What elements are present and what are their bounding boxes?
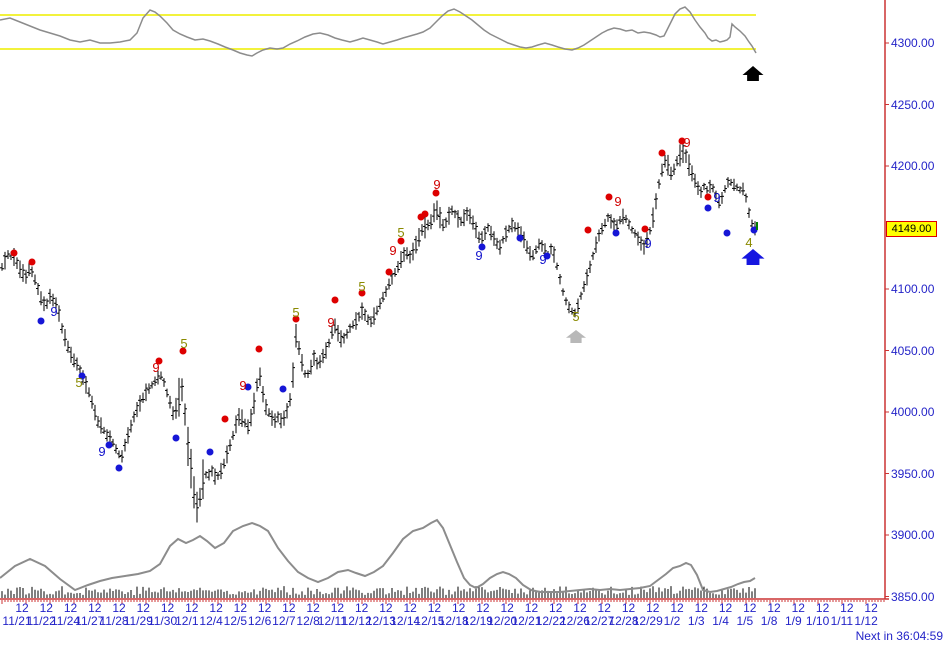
setup-low-dot <box>516 234 524 242</box>
blue-up-arrow-icon <box>741 249 765 265</box>
td-count-number: 9 <box>327 315 334 330</box>
td-count-number: 4 <box>745 235 752 250</box>
setup-high-dot <box>221 415 229 423</box>
setup-high-dot <box>155 357 163 365</box>
td-count-number: 5 <box>397 225 404 240</box>
volume-ma-line <box>0 518 756 594</box>
setup-high-dot <box>678 137 686 145</box>
grey-up-arrow-icon <box>566 330 586 343</box>
setup-high-dot <box>421 210 429 218</box>
td-count-number: 9 <box>644 236 651 251</box>
signal-arrows <box>566 66 765 343</box>
oscillator-line <box>0 6 757 57</box>
setup-low-dot <box>206 448 214 456</box>
setup-high-dot <box>179 347 187 355</box>
setup-high-dot <box>358 289 366 297</box>
setup-high-dot <box>397 237 405 245</box>
setup-high-dot <box>584 226 592 234</box>
td-count-number: 5 <box>75 375 82 390</box>
setup-low-dot <box>612 229 620 237</box>
td-count-number: 9 <box>98 444 105 459</box>
td-count-number: 9 <box>539 252 546 267</box>
td-count-number: 5 <box>572 309 579 324</box>
axes[interactable] <box>0 0 889 604</box>
setup-low-dot <box>543 252 551 260</box>
momentum-oscillator-panel <box>0 6 757 57</box>
td-count-number: 9 <box>614 194 621 209</box>
setup-low-dot <box>478 243 486 251</box>
setup-low-dot <box>37 317 45 325</box>
td-count-number: 9 <box>713 190 720 205</box>
volume-panel <box>0 518 756 598</box>
td-count-number: 5 <box>292 305 299 320</box>
setup-low-dot <box>105 441 113 449</box>
td-count-number: 9 <box>239 378 246 393</box>
setup-high-dot <box>641 225 649 233</box>
black-up-arrow-icon <box>742 66 764 81</box>
setup-high-dot <box>255 345 263 353</box>
setup-low-dot <box>172 434 180 442</box>
setup-high-dot <box>704 193 712 201</box>
setup-high-dot <box>10 249 18 257</box>
setup-low-dot <box>723 229 731 237</box>
td-count-number: 5 <box>358 279 365 294</box>
td-count-number: 9 <box>389 243 396 258</box>
setup-high-dot <box>28 258 36 266</box>
td-count-number: 9 <box>683 135 690 150</box>
setup-high-dot <box>605 193 613 201</box>
setup-low-dot <box>704 204 712 212</box>
setup-high-dot <box>658 149 666 157</box>
setup-high-dot <box>331 296 339 304</box>
setup-high-dot <box>385 268 393 276</box>
setup-low-dot <box>279 385 287 393</box>
td-count-number: 9 <box>152 360 159 375</box>
setup-low-dot <box>244 383 252 391</box>
setup-low-dot <box>115 464 123 472</box>
td-count-number: 9 <box>433 177 440 192</box>
setup-high-dot <box>292 315 300 323</box>
price-bars <box>0 141 757 523</box>
setup-high-dot <box>432 189 440 197</box>
td-count-number: 9 <box>475 248 482 263</box>
setup-low-dot <box>78 372 86 380</box>
td-count-number: 9 <box>50 304 57 319</box>
td-count-number: 5 <box>180 336 187 351</box>
setup-low-dot <box>750 226 758 234</box>
